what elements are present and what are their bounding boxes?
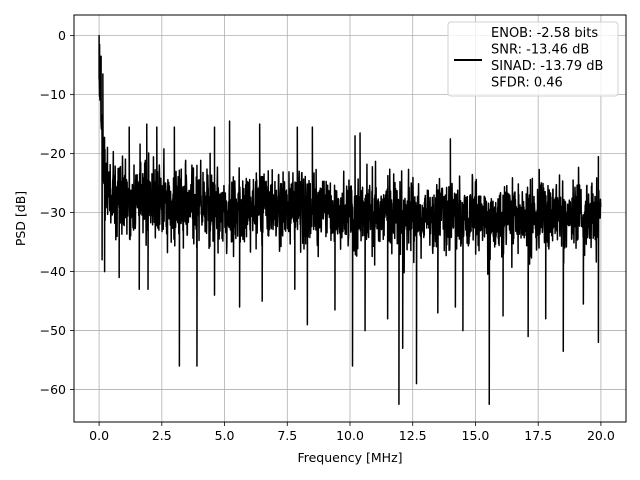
y-tick-label: −40 — [40, 264, 66, 279]
x-tick-label: 7.5 — [277, 428, 297, 443]
x-tick-label: 10.0 — [336, 428, 364, 443]
legend-entry-line: SFDR: 0.46 — [491, 76, 563, 91]
y-tick-label: −10 — [40, 87, 66, 102]
psd-trace — [98, 34, 602, 406]
x-tick-label: 20.0 — [587, 428, 615, 443]
plot-area — [98, 34, 602, 406]
y-axis-label: PSD [dB] — [13, 191, 28, 246]
legend-entry-line: ENOB: -2.58 bits — [491, 26, 598, 41]
y-tick-label: 0 — [58, 28, 66, 43]
x-tick-label: 2.5 — [152, 428, 172, 443]
legend-box — [447, 21, 619, 97]
x-tick-label: 12.5 — [399, 428, 427, 443]
legend-entry-line: SNR: -13.46 dB — [491, 43, 589, 58]
y-tick-label: −50 — [40, 323, 66, 338]
x-tick-label: 15.0 — [462, 428, 490, 443]
y-tick-label: −30 — [40, 205, 66, 220]
x-tick-label: 17.5 — [524, 428, 552, 443]
axis-ticks: 0.0 2.5 5.0 7.5 10.0 12.5 15.0 17.5 20.0 0 −10 −20 −… — [40, 28, 615, 443]
x-axis-label: Frequency [MHz] — [297, 450, 402, 465]
y-tick-label: −60 — [40, 382, 66, 397]
x-tick-label: 5.0 — [215, 428, 235, 443]
legend-entry-line: SINAD: -13.79 dB — [491, 59, 603, 74]
y-tick-label: −20 — [40, 146, 66, 161]
x-tick-label: 0.0 — [89, 428, 109, 443]
